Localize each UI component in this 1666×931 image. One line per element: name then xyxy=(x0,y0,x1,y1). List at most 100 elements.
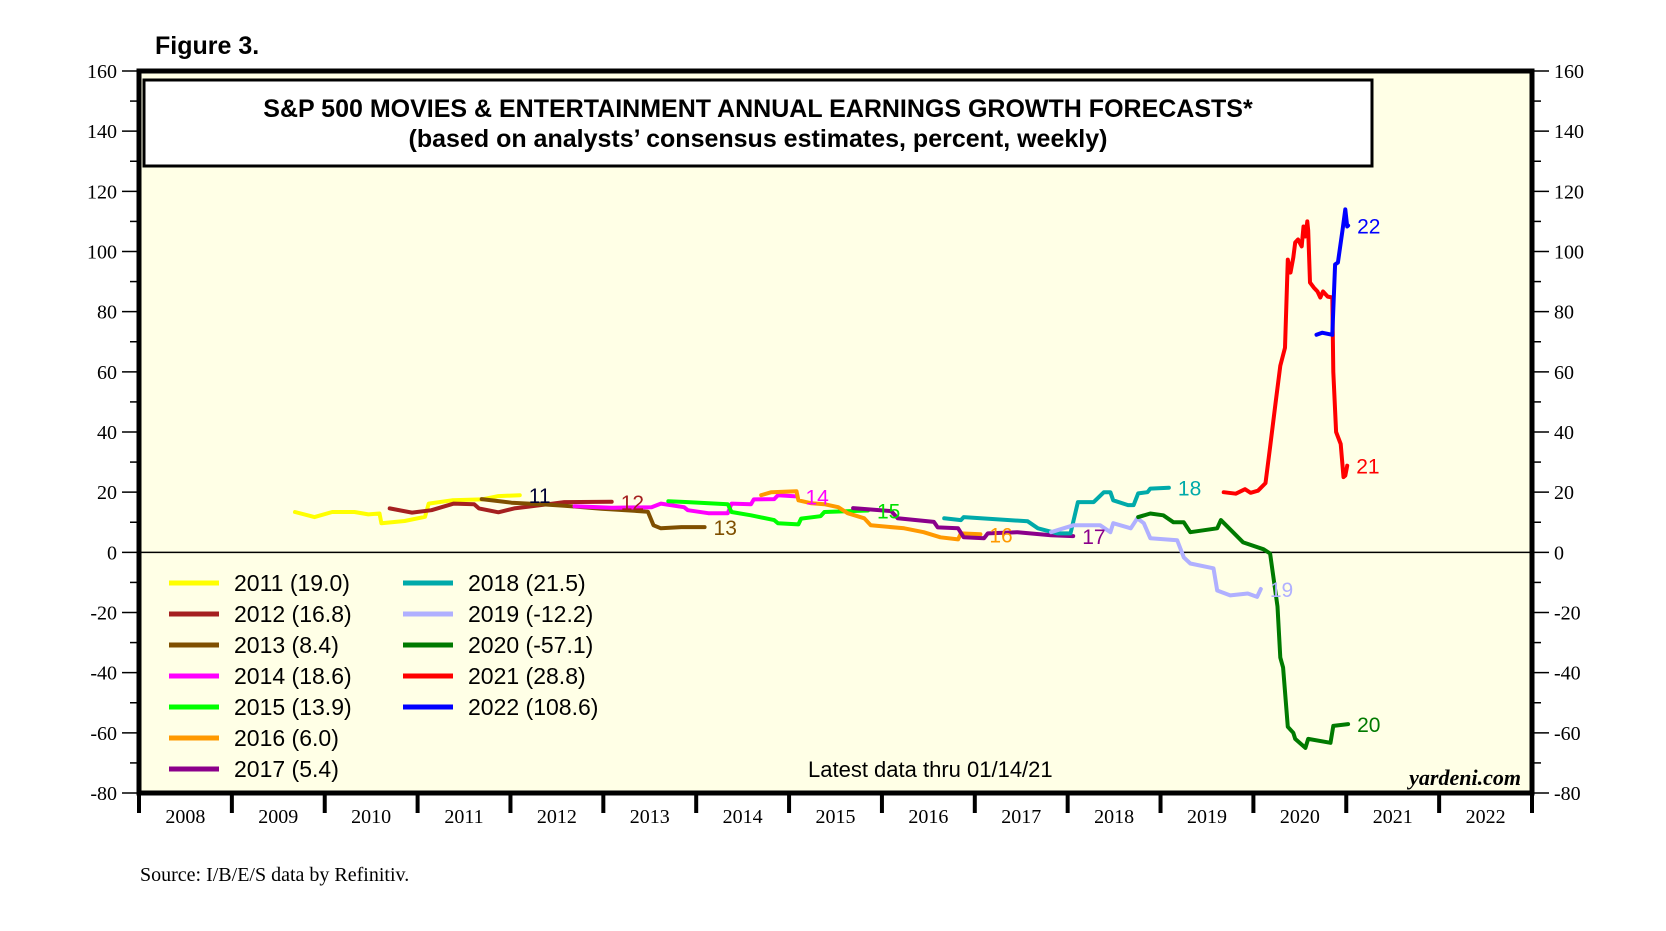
y-tick-label-left: -20 xyxy=(90,603,117,625)
x-tick-label: 2012 xyxy=(537,806,577,828)
y-tick-label-left: 60 xyxy=(97,362,117,384)
x-tick-label: 2014 xyxy=(723,806,763,828)
x-tick-label: 2016 xyxy=(908,806,948,828)
legend-item: 2015 (13.9) xyxy=(169,694,352,720)
x-tick-label: 2017 xyxy=(1001,806,1041,828)
legend-label: 2021 (28.8) xyxy=(468,663,586,689)
legend-item: 2012 (16.8) xyxy=(169,601,352,627)
series-end-label: 15 xyxy=(877,501,900,524)
legend-item: 2016 (6.0) xyxy=(169,725,339,751)
y-tick-label-left: 0 xyxy=(107,542,117,564)
y-tick-label-left: 40 xyxy=(97,422,117,444)
legend-item: 2017 (5.4) xyxy=(169,756,339,782)
x-tick-label: 2018 xyxy=(1094,806,1134,828)
legend-label: 2016 (6.0) xyxy=(234,725,339,751)
legend-label: 2011 (19.0) xyxy=(234,570,350,596)
x-axis: 2008 2009 2010 2011 2012 2013 2014 2015 2016 2017… xyxy=(137,793,1534,828)
series-line-16 xyxy=(759,489,983,542)
y-tick-label-right: 40 xyxy=(1554,422,1574,444)
y-tick-label-left: 140 xyxy=(87,121,117,143)
legend-item: 2020 (-57.1) xyxy=(403,632,593,658)
x-tick-label: 2021 xyxy=(1373,806,1413,828)
chart-subtitle: (based on analysts’ consensus estimates,… xyxy=(409,125,1108,153)
series-end-label: 21 xyxy=(1356,456,1379,479)
y-tick-label-left: 120 xyxy=(87,181,117,203)
series-end-label: 16 xyxy=(989,524,1012,547)
y-tick-label-right: 80 xyxy=(1554,302,1574,324)
series-line-13 xyxy=(479,497,707,531)
series-end-label: 14 xyxy=(805,486,829,509)
x-tick-label: 2020 xyxy=(1280,806,1320,828)
series-line-22 xyxy=(1314,207,1351,337)
figure-label: Figure 3. xyxy=(155,32,259,60)
y-tick-label-right: 100 xyxy=(1554,242,1584,264)
y-tick-label-left: -40 xyxy=(90,663,117,685)
series-line-18 xyxy=(942,485,1171,536)
legend-item: 2022 (108.6) xyxy=(403,694,598,720)
y-tick-label-left: 80 xyxy=(97,302,117,324)
x-tick-label: 2011 xyxy=(444,806,483,828)
y-tick-label-left: 160 xyxy=(87,61,117,83)
x-tick-label: 2013 xyxy=(630,806,670,828)
series-end-label: 22 xyxy=(1357,216,1380,239)
legend-item: 2019 (-12.2) xyxy=(403,601,593,627)
series-end-label: 20 xyxy=(1357,714,1380,737)
series-end-label: 11 xyxy=(529,485,551,508)
title-box xyxy=(142,78,1374,168)
y-tick-label-right: -20 xyxy=(1554,603,1581,625)
y-tick-label-left: 100 xyxy=(87,242,117,264)
legend-item: 2018 (21.5) xyxy=(403,570,586,596)
legend-label: 2014 (18.6) xyxy=(234,663,352,689)
y-axis-right: -80 -60 -40 -20 0 20 40 60 80 100 120 140 160 xyxy=(1532,61,1584,805)
series-line-20 xyxy=(1136,511,1351,750)
y-tick-label-right: -60 xyxy=(1554,723,1581,745)
legend-label: 2012 (16.8) xyxy=(234,601,352,627)
chart-title: S&P 500 MOVIES & ENTERTAINMENT ANNUAL EA… xyxy=(263,95,1253,123)
x-tick-label: 2022 xyxy=(1466,806,1506,828)
source-note: Source: I/B/E/S data by Refinitiv. xyxy=(140,864,409,886)
y-tick-label-right: 60 xyxy=(1554,362,1574,384)
series-end-label: 18 xyxy=(1178,478,1201,501)
series-layer xyxy=(293,207,1351,750)
legend-label: 2018 (21.5) xyxy=(468,570,586,596)
y-tick-label-right: 160 xyxy=(1554,61,1584,83)
y-tick-label-right: 0 xyxy=(1554,542,1564,564)
legend-label: 2015 (13.9) xyxy=(234,694,352,720)
series-line-15 xyxy=(666,499,870,527)
watermark: yardeni.com xyxy=(1406,765,1521,790)
x-tick-label: 2019 xyxy=(1187,806,1227,828)
legend-label: 2017 (5.4) xyxy=(234,756,339,782)
legend: 2011 (19.0) 2012 (16.8) 2013 (8.4) 2014 (18… xyxy=(169,570,598,782)
series-end-label: 13 xyxy=(714,517,737,540)
y-tick-label-left: -80 xyxy=(90,783,117,805)
series-line-17 xyxy=(851,506,1076,541)
plot-area xyxy=(139,71,1532,793)
legend-item: 2014 (18.6) xyxy=(169,663,352,689)
legend-item: 2021 (28.8) xyxy=(403,663,586,689)
x-tick-label: 2010 xyxy=(351,806,391,828)
series-line-11 xyxy=(293,493,522,526)
latest-data-note: Latest data thru 01/14/21 xyxy=(808,757,1053,782)
y-tick-label-right: 120 xyxy=(1554,181,1584,203)
series-line-21 xyxy=(1221,219,1350,496)
series-line-19 xyxy=(1049,516,1263,599)
y-axis-left: -80 -60 -40 -20 0 20 40 60 80 100 120 140 160 xyxy=(87,61,139,805)
legend-item: 2011 (19.0) xyxy=(169,570,350,596)
y-tick-label-right: -40 xyxy=(1554,663,1581,685)
y-tick-label-left: 20 xyxy=(97,482,117,504)
legend-label: 2019 (-12.2) xyxy=(468,601,593,627)
series-end-label: 17 xyxy=(1082,526,1105,549)
y-tick-label-right: -80 xyxy=(1554,783,1581,805)
plot-frame xyxy=(136,68,1535,796)
x-tick-label: 2009 xyxy=(258,806,298,828)
series-end-label: 19 xyxy=(1270,579,1293,602)
y-tick-label-left: -60 xyxy=(90,723,117,745)
x-tick-label: 2008 xyxy=(165,806,205,828)
legend-label: 2022 (108.6) xyxy=(468,694,598,720)
series-end-label: 12 xyxy=(621,492,644,515)
y-tick-label-right: 140 xyxy=(1554,121,1584,143)
x-tick-label: 2015 xyxy=(816,806,856,828)
legend-label: 2013 (8.4) xyxy=(234,632,339,658)
legend-item: 2013 (8.4) xyxy=(169,632,339,658)
